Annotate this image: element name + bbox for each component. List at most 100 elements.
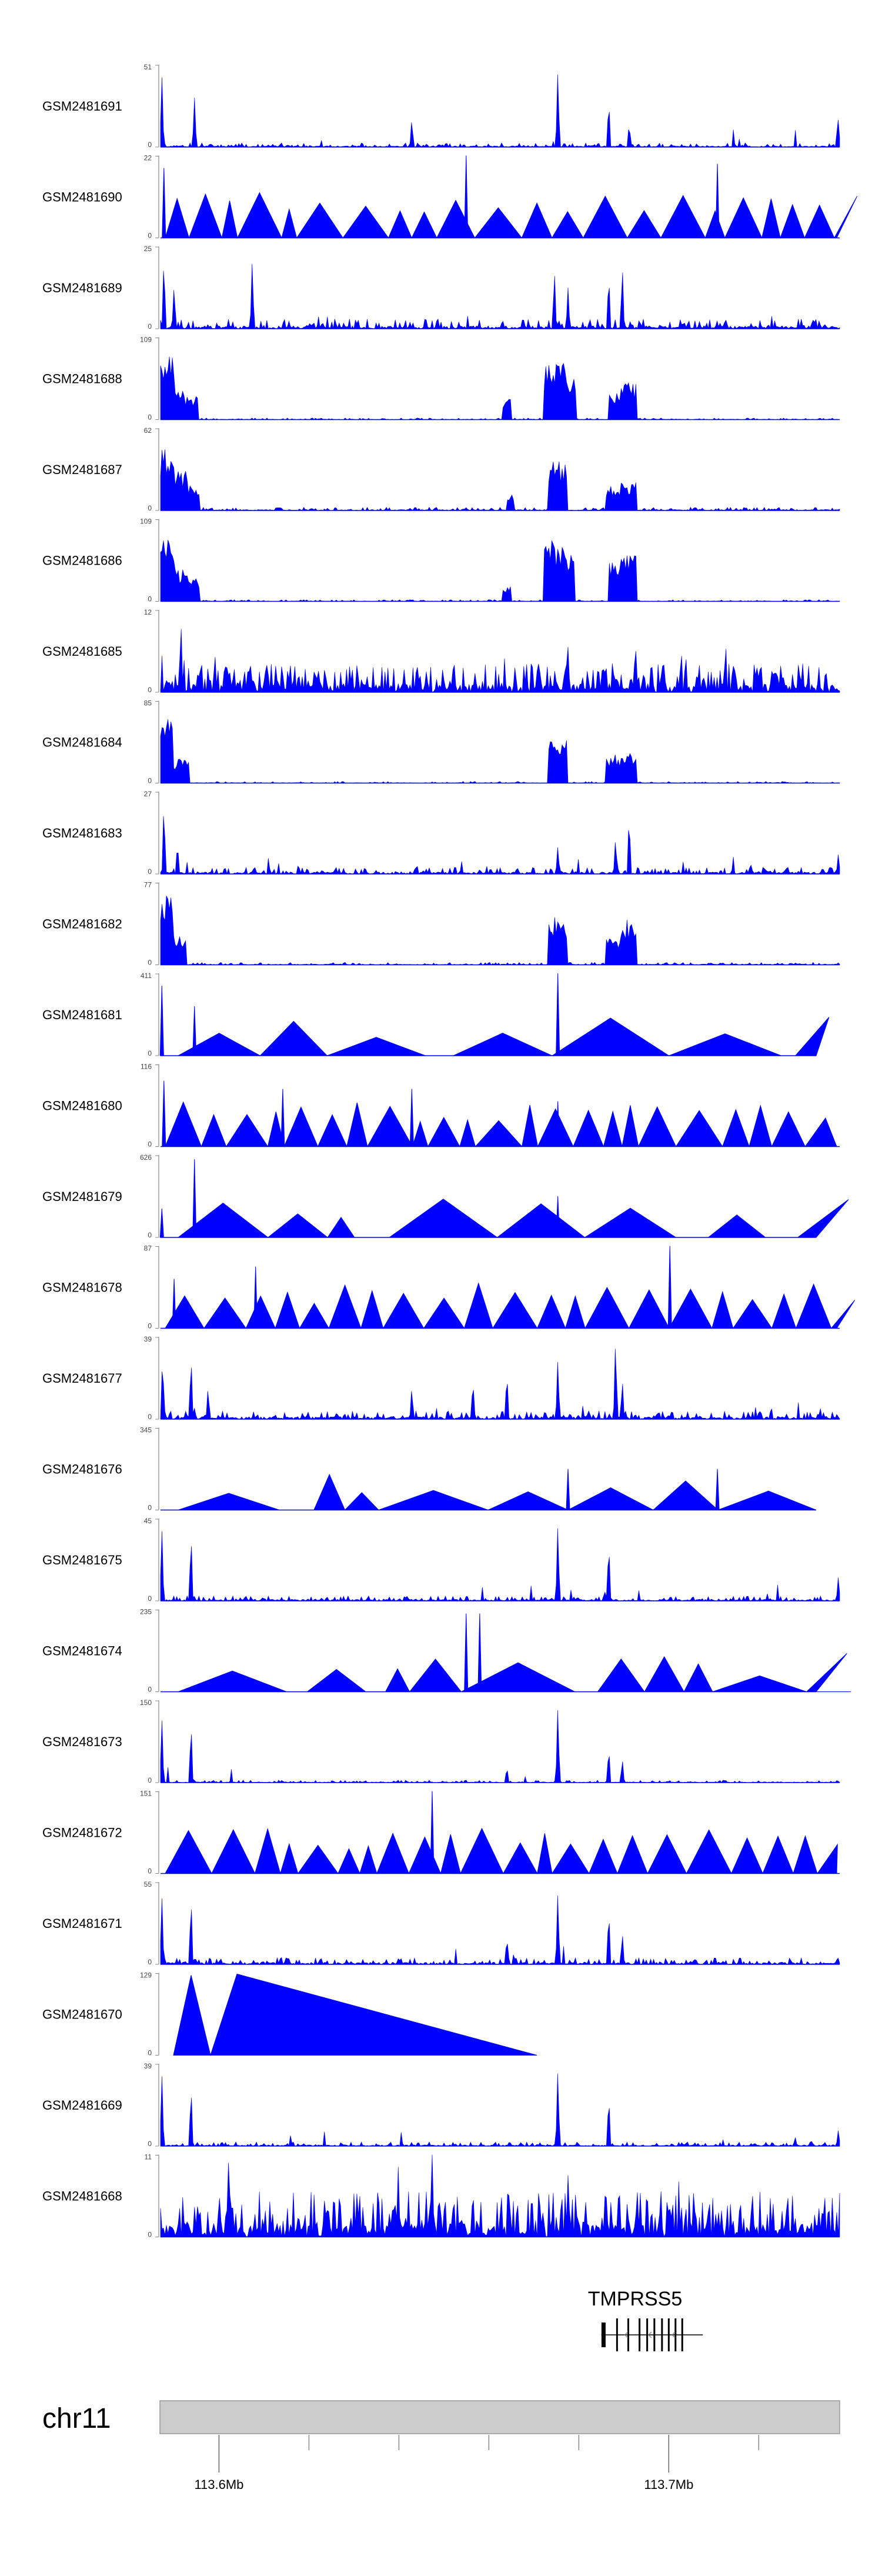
signal-spike	[162, 168, 166, 238]
signal-area	[165, 1827, 838, 1875]
genome-axis: chr11 113.6Mb 113.7Mb	[42, 2400, 840, 2492]
signal-spike	[464, 155, 469, 238]
gene-exon	[667, 2318, 670, 2351]
strand-arrow	[648, 2331, 652, 2338]
signal-area	[178, 1017, 830, 1056]
signal-spike	[409, 1089, 414, 1147]
signal-area	[160, 1528, 840, 1601]
track-label: GSM2481677	[42, 1371, 122, 1386]
signal-spike	[253, 1266, 258, 1329]
track-GSM2481676: GSM2481676 345 0	[42, 1426, 817, 1512]
gene-exon	[646, 2318, 649, 2351]
track-GSM2481687: GSM2481687 62 0	[42, 426, 840, 512]
y-max-label: 109	[140, 518, 152, 526]
track-label: GSM2481676	[42, 1462, 122, 1477]
y-min-label: 0	[148, 1231, 152, 1239]
gene-exon	[674, 2318, 677, 2351]
signal-area	[165, 1101, 837, 1148]
track-GSM2481690: GSM2481690 22 0	[42, 154, 857, 240]
signal-area	[160, 719, 840, 783]
y-min-label: 0	[148, 504, 152, 512]
y-max-label: 12	[144, 608, 152, 616]
signal-area	[160, 74, 840, 148]
y-max-label: 11	[145, 2153, 152, 2161]
y-max-label: 235	[140, 1608, 152, 1616]
track-GSM2481682: GSM2481682 77 0	[42, 881, 840, 967]
y-max-label: 25	[144, 245, 152, 253]
gene-exon	[627, 2318, 629, 2351]
track-label: GSM2481681	[42, 1007, 122, 1022]
y-min-label: 0	[148, 1413, 152, 1421]
signal-spike	[715, 1469, 720, 1510]
gene-label: TMPRSS5	[588, 2288, 683, 2310]
y-min-label: 0	[148, 1140, 152, 1149]
signal-spike	[192, 1006, 197, 1056]
signal-area	[160, 1710, 840, 1783]
track-GSM2481680: GSM2481680 116 0	[42, 1063, 840, 1149]
signal-spike	[464, 1613, 469, 1692]
y-min-label: 0	[148, 232, 152, 240]
track-label: GSM2481674	[42, 1644, 122, 1659]
y-max-label: 45	[144, 1517, 152, 1525]
track-label: GSM2481683	[42, 826, 122, 840]
gene-exon	[681, 2318, 683, 2351]
signal-spike	[715, 163, 720, 238]
y-max-label: 151	[140, 1790, 152, 1798]
y-max-label: 85	[144, 699, 152, 708]
signal-area	[165, 192, 857, 239]
y-max-label: 109	[140, 336, 152, 344]
track-GSM2481683: GSM2481683 27 0	[42, 790, 840, 876]
y-min-label: 0	[148, 867, 152, 876]
signal-area	[160, 816, 840, 875]
y-min-label: 0	[148, 1049, 152, 1057]
y-min-label: 0	[148, 1322, 152, 1330]
track-GSM2481672: GSM2481672 151 0	[42, 1790, 840, 1876]
signal-spike	[280, 1089, 285, 1147]
signal-area	[160, 1896, 840, 1965]
signal-area	[177, 1199, 849, 1238]
y-min-label: 0	[148, 1594, 152, 1603]
track-label: GSM2481670	[42, 2007, 122, 2022]
y-min-label: 0	[148, 1867, 152, 1876]
y-max-label: 129	[140, 1971, 152, 1980]
track-label: GSM2481678	[42, 1280, 122, 1295]
track-GSM2481668: GSM2481668 11 0	[42, 2153, 840, 2239]
signal-area	[160, 895, 840, 965]
track-label: GSM2481686	[42, 553, 122, 568]
track-label: GSM2481671	[42, 1916, 122, 1931]
track-GSM2481671: GSM2481671 55 0	[42, 1880, 840, 1966]
signal-spike	[159, 985, 164, 1056]
signal-area	[178, 1473, 817, 1511]
y-max-label: 411	[141, 972, 152, 980]
track-label: GSM2481690	[42, 190, 122, 205]
track-label: GSM2481675	[42, 1553, 122, 1567]
track-GSM2481689: GSM2481689 25 0	[42, 245, 840, 331]
y-min-label: 0	[148, 1776, 152, 1784]
y-max-label: 87	[144, 1244, 152, 1253]
track-label: GSM2481669	[42, 2098, 122, 2113]
axis-tick-label: 113.6Mb	[194, 2477, 243, 2492]
signal-area	[178, 1653, 851, 1693]
gene-exon	[601, 2323, 606, 2347]
signal-area	[160, 2073, 840, 2147]
signal-spike	[556, 973, 560, 1056]
track-GSM2481675: GSM2481675 45 0	[42, 1517, 840, 1603]
gene-exon	[616, 2318, 618, 2351]
signal-spike	[566, 1469, 570, 1510]
y-min-label: 0	[148, 686, 152, 694]
y-max-label: 55	[144, 1880, 152, 1888]
track-label: GSM2481668	[42, 2189, 122, 2204]
track-GSM2481669: GSM2481669 39 0	[42, 2062, 840, 2148]
y-min-label: 0	[148, 2231, 152, 2239]
track-label: GSM2481689	[42, 281, 122, 295]
signal-area	[160, 629, 840, 693]
gene-exon	[639, 2318, 641, 2351]
y-min-label: 0	[148, 1958, 152, 1966]
track-GSM2481679: GSM2481679 626 0	[42, 1153, 849, 1239]
y-min-label: 0	[148, 2140, 152, 2148]
signal-area	[160, 263, 840, 329]
signal-spike	[430, 1791, 435, 1874]
y-max-label: 27	[144, 790, 152, 798]
y-max-label: 345	[140, 1426, 152, 1434]
